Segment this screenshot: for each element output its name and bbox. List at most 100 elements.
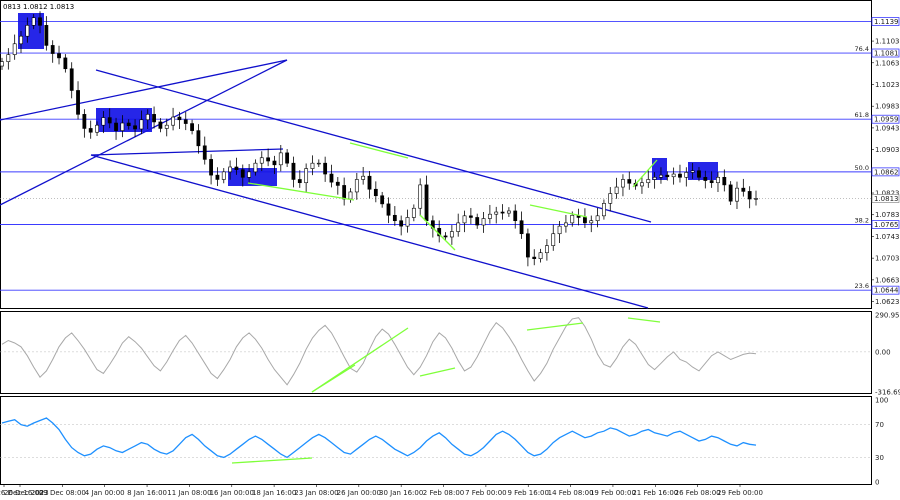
candle-body-26: [164, 124, 169, 129]
candle-body-8: [50, 45, 55, 54]
rsi-tick-label-3: 0: [875, 479, 879, 487]
candle-body-67: [424, 184, 429, 222]
candle-body-39: [247, 171, 252, 178]
candle-body-70: [443, 235, 448, 238]
candle-body-105: [665, 174, 670, 178]
candle-body-109: [690, 170, 695, 173]
candle-body-19: [120, 122, 125, 131]
price-tick-label-7: 1.0823: [875, 190, 900, 198]
candle-body-31: [196, 130, 201, 147]
candle-body-94: [595, 215, 600, 222]
cci-divergence-line-2: [419, 367, 456, 377]
time-tick-label-10: 30 Jan 16:00: [379, 489, 423, 497]
time-tick-label-5: 11 Jan 08:00: [167, 489, 211, 497]
candle-body-42: [266, 157, 271, 162]
rsi-line: [1, 417, 757, 459]
price-tick-label-4: 1.0943: [875, 124, 900, 132]
candle-body-12: [76, 90, 80, 115]
candle-body-87: [551, 233, 556, 246]
candle-body-114: [722, 176, 727, 186]
candle-body-51: [323, 162, 328, 175]
fib-price-label-1: 1.1081: [874, 50, 899, 58]
candle-body-93: [589, 220, 594, 224]
channel-line-4: [90, 148, 284, 156]
candle-body-23: [145, 114, 150, 121]
candle-body-62: [392, 214, 397, 222]
time-tick-label-17: 26 Feb 08:00: [675, 489, 721, 497]
candle-body-14: [88, 128, 93, 133]
candle-body-44: [278, 152, 283, 166]
rsi-indicator: [0, 417, 871, 464]
candle-body-118: [747, 191, 752, 200]
candle-body-2: [12, 43, 17, 55]
price-tick-label-12: 1.0623: [875, 298, 900, 306]
candle-body-117: [741, 187, 746, 192]
candle-body-24: [152, 114, 156, 123]
time-tick-label-6: 16 Jan 00:00: [210, 489, 254, 497]
candle-body-107: [678, 173, 682, 178]
price-tick-label-8: 1.0783: [875, 211, 900, 219]
highlight-box-3: [652, 158, 667, 180]
time-tick-label-9: 26 Jan 00:00: [337, 489, 381, 497]
fib-level-percent-4: 38.2: [855, 217, 869, 225]
ohlc-header: 0813 1.0812 1.0813: [3, 3, 74, 11]
price-tick-label-0: 1.1103: [875, 38, 900, 46]
cci-tick-label-0: 290.9535: [875, 312, 900, 320]
price-tick-label-11: 1.0663: [875, 276, 900, 284]
candle-body-40: [253, 162, 258, 173]
candle-body-28: [177, 116, 182, 121]
fib-level-percent-1: 76.4: [855, 45, 869, 53]
candle-body-47: [297, 179, 302, 184]
time-tick-label-13: 9 Feb 16:00: [507, 489, 548, 497]
channel-line-0: [0, 59, 288, 206]
candle-body-20: [126, 122, 131, 127]
candle-body-86: [545, 245, 549, 254]
price-divergence-line-4: [632, 159, 658, 188]
candle-body-37: [234, 166, 239, 170]
candle-body-104: [659, 174, 663, 178]
cci-line: [1, 317, 757, 386]
candle-body-49: [310, 162, 315, 169]
candle-body-76: [481, 218, 486, 226]
price-panel-frame: [0, 0, 872, 309]
candle-body-116: [735, 187, 739, 202]
price-divergence-line-1: [349, 142, 409, 159]
candle-body-73: [462, 215, 467, 224]
candle-body-54: [342, 185, 347, 200]
candle-body-27: [171, 116, 175, 126]
fib-price-label-2: 1.0959: [874, 116, 899, 124]
candle-body-103: [652, 176, 657, 180]
price-axis: 1.1103 1.1063 1.1023 1.0983 1.0943 1.0903 1.08…: [871, 17, 900, 306]
price-divergence-line-0: [247, 182, 355, 201]
time-tick-label-18: 29 Feb 00:00: [717, 489, 763, 497]
candle-body-85: [538, 252, 543, 259]
candle-body-97: [614, 186, 619, 194]
candle-body-79: [500, 211, 505, 214]
channel-line-2: [95, 69, 652, 223]
candle-body-65: [411, 207, 416, 218]
trend-channels: [0, 59, 652, 309]
current-price-tag: [871, 194, 900, 203]
candle-body-38: [240, 169, 245, 178]
time-tick-label-0: 26 Dec 2023: [4, 489, 49, 497]
candle-body-95: [602, 203, 606, 217]
cci-panel-frame: [0, 311, 872, 394]
candle-body-6: [38, 17, 42, 26]
candle-body-13: [82, 114, 87, 129]
candle-body-64: [405, 217, 410, 227]
fib-price-tag-3: [871, 167, 900, 177]
time-tick-label-1: 26 Dec 16:00: [0, 489, 44, 497]
time-tick-label-11: 2 Feb 08:00: [423, 489, 464, 497]
candle-body-10: [63, 57, 68, 70]
candle-body-83: [525, 233, 530, 258]
candle-body-80: [506, 210, 511, 214]
candle-body-57: [361, 175, 366, 180]
rsi-divergence-line-0: [231, 457, 313, 464]
time-tick-label-7: 18 Jan 16:00: [252, 489, 296, 497]
current-price-label: 1.0813: [874, 195, 899, 203]
price-divergence-line-3: [529, 204, 588, 218]
time-tick-label-15: 19 Feb 00:00: [590, 489, 636, 497]
candle-body-110: [697, 170, 701, 178]
candle-body-32: [202, 145, 207, 160]
